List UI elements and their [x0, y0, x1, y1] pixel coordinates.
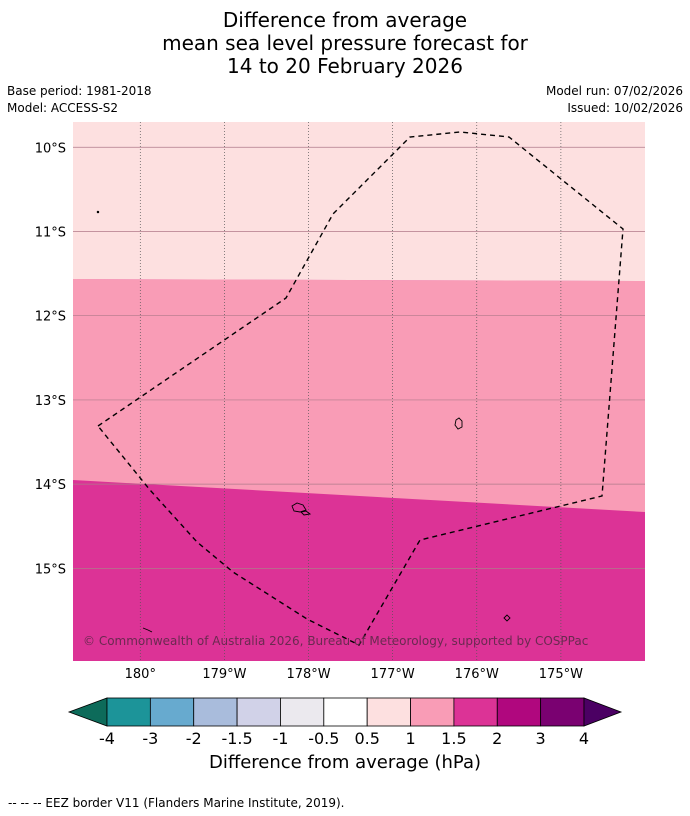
colorbar-cell	[106, 697, 151, 727]
colorbar-tick-label: -1	[272, 729, 288, 748]
island-south	[503, 614, 511, 622]
colorbar-cell	[453, 697, 498, 727]
lat-tick-label: 13°S	[35, 394, 66, 409]
lon-tick-label: 180°	[125, 667, 156, 682]
lon-tick-labels: 180° 179°W 178°W 177°W 176°W 175°W	[125, 667, 583, 682]
colorbar-tick-label: 1.5	[441, 729, 466, 748]
colorbar-tick-label: -0.5	[308, 729, 339, 748]
map: © Commonwealth of Australia 2026, Bureau…	[35, 122, 645, 682]
title-line-2: mean sea level pressure forecast for	[162, 31, 528, 55]
colorbar-tick-label: -3	[142, 729, 158, 748]
colorbar-tick-label: 4	[579, 729, 589, 748]
copyright-text: © Commonwealth of Australia 2026, Bureau…	[83, 634, 588, 648]
colorbar-tick-label: -2	[186, 729, 202, 748]
island-central	[291, 502, 307, 513]
colorbar-cell	[540, 697, 585, 727]
colorbar-cell	[149, 697, 195, 727]
title-line-1: Difference from average	[222, 8, 468, 32]
band-mid	[73, 279, 645, 512]
colorbar-cell	[496, 697, 542, 727]
colorbar-tick-label: -4	[99, 729, 115, 748]
issued-date: Issued: 10/02/2026	[567, 101, 683, 115]
lon-tick-label: 175°W	[539, 667, 583, 682]
eez-border	[97, 131, 624, 646]
colorbar-tick-label: 1	[405, 729, 415, 748]
colorbar-tick-labels: -4 -3 -2 -1.5 -1 -0.5 0.5 1 1.5 2 3 4	[99, 729, 589, 748]
islands	[96, 210, 511, 633]
colorbar-extend-high	[583, 697, 623, 727]
lat-tick-label: 12°S	[35, 310, 66, 325]
colorbar-cell	[193, 697, 238, 727]
lat-tick-label: 10°S	[35, 141, 66, 156]
colorbar-tick-label: 3	[536, 729, 546, 748]
colorbar-cell	[323, 697, 368, 727]
title-line-3: 14 to 20 February 2026	[227, 54, 463, 78]
lat-tick-label: 15°S	[35, 562, 66, 577]
gridlines	[73, 122, 645, 661]
colorbar-cell	[280, 697, 325, 727]
colorbar-tick-label: -1.5	[221, 729, 252, 748]
legend-footnote: -- -- -- EEZ border V11 (Flanders Marine…	[8, 796, 345, 810]
colorbar-cell	[236, 697, 281, 727]
island-southwest	[142, 627, 153, 633]
colorbar-cells	[67, 697, 623, 727]
lon-tick-label: 179°W	[202, 667, 246, 682]
model-name: Model: ACCESS-S2	[7, 101, 119, 115]
colorbar-tick-label: 2	[492, 729, 502, 748]
map-area	[73, 122, 645, 661]
colorbar: -4 -3 -2 -1.5 -1 -0.5 0.5 1 1.5 2 3 4	[67, 697, 623, 748]
colorbar-extend-low	[67, 697, 108, 727]
lon-tick-label: 176°W	[455, 667, 499, 682]
lon-tick-label: 178°W	[286, 667, 330, 682]
model-run: Model run: 07/02/2026	[545, 84, 683, 98]
base-period: Base period: 1981-2018	[7, 84, 152, 98]
island-central-small	[300, 510, 312, 516]
lat-tick-label: 11°S	[35, 225, 66, 240]
lat-tick-label: 14°S	[35, 478, 66, 493]
band-low	[73, 122, 645, 281]
colorbar-cell	[410, 697, 455, 727]
island-northwest	[96, 210, 100, 214]
colorbar-tick-label: 0.5	[354, 729, 379, 748]
colorbar-cell	[366, 697, 411, 727]
colorbar-label: Difference from average (hPa)	[208, 752, 482, 773]
island-east	[454, 417, 463, 430]
lat-tick-labels: 10°S 11°S 12°S 13°S 14°S 15°S	[35, 141, 66, 577]
lon-tick-label: 177°W	[371, 667, 415, 682]
